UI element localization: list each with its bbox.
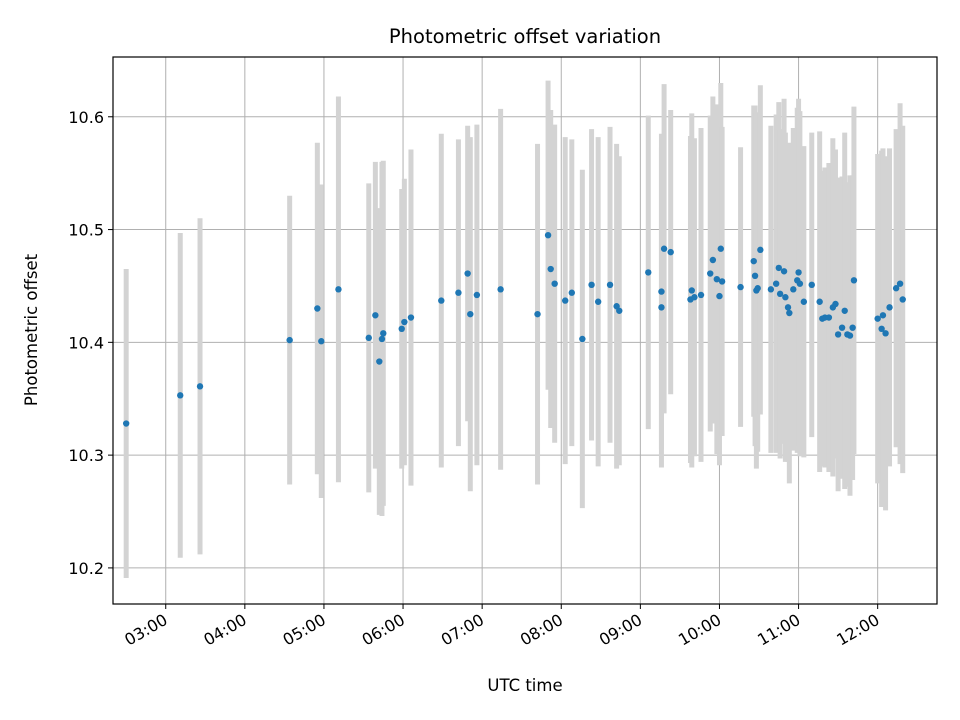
data-point	[588, 281, 595, 289]
data-point	[398, 325, 405, 333]
data-point	[365, 334, 372, 342]
data-point	[286, 336, 293, 344]
data-point	[716, 292, 723, 300]
data-point	[775, 264, 782, 272]
data-point	[784, 304, 792, 311]
plot-frame	[112, 56, 938, 605]
data-point	[314, 305, 321, 312]
data-point	[658, 304, 665, 311]
data-point	[697, 291, 705, 299]
data-point	[717, 245, 724, 252]
data-point	[464, 270, 471, 277]
data-point	[808, 281, 815, 289]
data-point	[568, 289, 576, 296]
data-point	[795, 269, 802, 276]
data-point	[892, 285, 900, 292]
data-point	[878, 325, 885, 333]
data-point	[718, 278, 726, 285]
data-point	[846, 332, 854, 339]
x-axis-label: UTC time	[487, 676, 562, 695]
data-point	[544, 231, 552, 239]
data-point	[709, 256, 717, 264]
data-point	[318, 338, 325, 345]
data-point	[767, 286, 775, 293]
data-point	[438, 297, 445, 304]
y-tick-label: 10.3	[68, 446, 104, 465]
data-point	[658, 288, 665, 295]
data-point	[667, 248, 674, 256]
data-point	[841, 307, 848, 314]
data-point	[838, 324, 846, 331]
data-point	[455, 289, 462, 296]
data-point	[849, 324, 856, 331]
data-point	[594, 298, 602, 305]
data-point	[551, 280, 558, 287]
data-point	[534, 310, 541, 318]
data-point	[688, 287, 695, 294]
data-point	[467, 310, 474, 318]
y-axis: 10.2 10.3 10.4 10.5 10.6	[68, 108, 113, 578]
data-point	[562, 297, 569, 304]
data-point	[772, 280, 780, 287]
data-point	[899, 296, 906, 303]
data-point	[177, 392, 184, 399]
data-point	[879, 312, 887, 319]
data-point	[713, 275, 721, 283]
data-point	[757, 246, 764, 254]
data-point	[335, 286, 342, 293]
data-point	[645, 269, 652, 276]
y-axis-label: Photometric offset	[22, 253, 41, 406]
y-tick-label: 10.6	[68, 108, 104, 127]
data-point	[579, 335, 586, 343]
data-point	[750, 257, 757, 265]
data-point	[786, 309, 793, 317]
data-point	[816, 298, 823, 305]
data-point	[782, 294, 789, 301]
data-point	[407, 314, 415, 321]
data-point	[380, 330, 387, 337]
data-point	[882, 330, 889, 337]
data-point	[800, 298, 808, 305]
data-point	[832, 300, 839, 308]
y-tick-label: 10.4	[68, 333, 104, 352]
y-tick-label: 10.2	[68, 559, 104, 578]
data-point	[790, 286, 797, 293]
data-point	[780, 268, 788, 275]
data-point	[378, 335, 386, 343]
data-point	[497, 286, 504, 293]
data-point	[606, 281, 614, 289]
data-point	[796, 280, 804, 287]
data-point	[660, 245, 668, 252]
data-point	[547, 265, 554, 273]
data-point	[707, 270, 714, 277]
data-point	[122, 420, 130, 427]
data-point	[616, 307, 623, 314]
data-point	[874, 315, 881, 322]
data-point	[372, 312, 379, 319]
data-point	[754, 285, 761, 292]
data-point	[691, 294, 698, 301]
y-tick-label: 10.5	[68, 221, 104, 240]
data-point	[401, 318, 408, 326]
data-point	[896, 280, 904, 287]
data-point	[376, 358, 383, 365]
data-point	[473, 291, 481, 299]
data-points	[122, 231, 906, 427]
data-point	[886, 304, 893, 311]
data-point	[850, 277, 858, 284]
data-point	[776, 290, 784, 298]
data-point	[737, 283, 744, 291]
data-point	[751, 272, 759, 279]
data-point	[196, 383, 204, 390]
chart-title: Photometric offset variation	[389, 25, 661, 48]
data-point	[825, 314, 833, 321]
data-point	[834, 331, 842, 338]
